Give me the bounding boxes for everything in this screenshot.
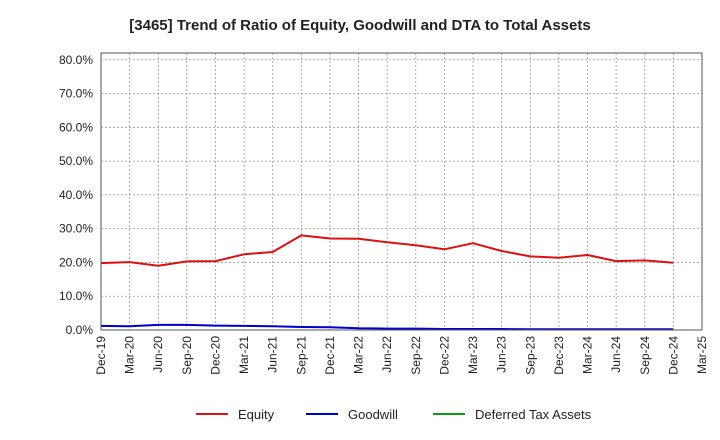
x-tick-label: Dec-19 [94,336,108,375]
series-line-goodwill [100,323,674,331]
x-axis-tick-labels: Dec-19 Mar-20 Jun-20 Sep-20 Dec-20 Mar-21 Jun-… [94,336,709,375]
x-tick-label: Sep-23 [523,336,537,375]
y-tick-label: 0.0% [66,323,94,337]
y-tick-label: 80.0% [59,53,93,67]
plot-area-frame [100,52,703,331]
x-tick-label: Mar-21 [237,336,251,374]
y-tick-label: 50.0% [59,154,93,168]
x-tick-label: Sep-22 [409,336,423,375]
x-tick-label: Dec-21 [323,336,337,375]
y-tick-label: 40.0% [59,188,93,202]
x-tick-label: Dec-23 [552,336,566,375]
x-tick-label: Dec-24 [666,336,680,375]
y-tick-label: 10.0% [59,289,93,303]
x-tick-label: Jun-22 [380,336,394,373]
x-tick-label: Mar-22 [352,336,366,374]
x-tick-label: Jun-21 [266,336,280,373]
legend-label: Goodwill [348,407,398,422]
legend-label: Deferred Tax Assets [475,407,592,422]
chart-title: [3465] Trend of Ratio of Equity, Goodwil… [129,17,590,34]
legend-label: Equity [238,407,275,422]
data-series [100,234,674,331]
x-tick-label: Dec-22 [437,336,451,375]
y-tick-label: 70.0% [59,87,93,101]
x-tick-label: Jun-20 [151,336,165,373]
grid-lines [100,53,703,331]
y-axis-tick-labels: 0.0% 10.0% 20.0% 30.0% 40.0% 50.0% 60.0% 70.0% 8… [59,53,93,337]
x-tick-label: Mar-24 [581,336,595,374]
y-tick-label: 30.0% [59,222,93,236]
legend: Equity Goodwill Deferred Tax Assets [196,407,592,422]
x-tick-label: Mar-23 [466,336,480,374]
x-tick-label: Dec-20 [208,336,222,375]
y-tick-label: 60.0% [59,120,93,134]
x-tick-label: Sep-21 [294,336,308,375]
x-tick-label: Mar-20 [123,336,137,374]
x-tick-label: Jun-24 [609,336,623,373]
series-line-equity [100,234,674,267]
x-tick-label: Mar-25 [695,336,709,374]
y-tick-label: 20.0% [59,255,93,269]
x-tick-label: Sep-20 [180,336,194,375]
x-tick-label: Jun-23 [495,336,509,373]
x-tick-label: Sep-24 [638,336,652,375]
